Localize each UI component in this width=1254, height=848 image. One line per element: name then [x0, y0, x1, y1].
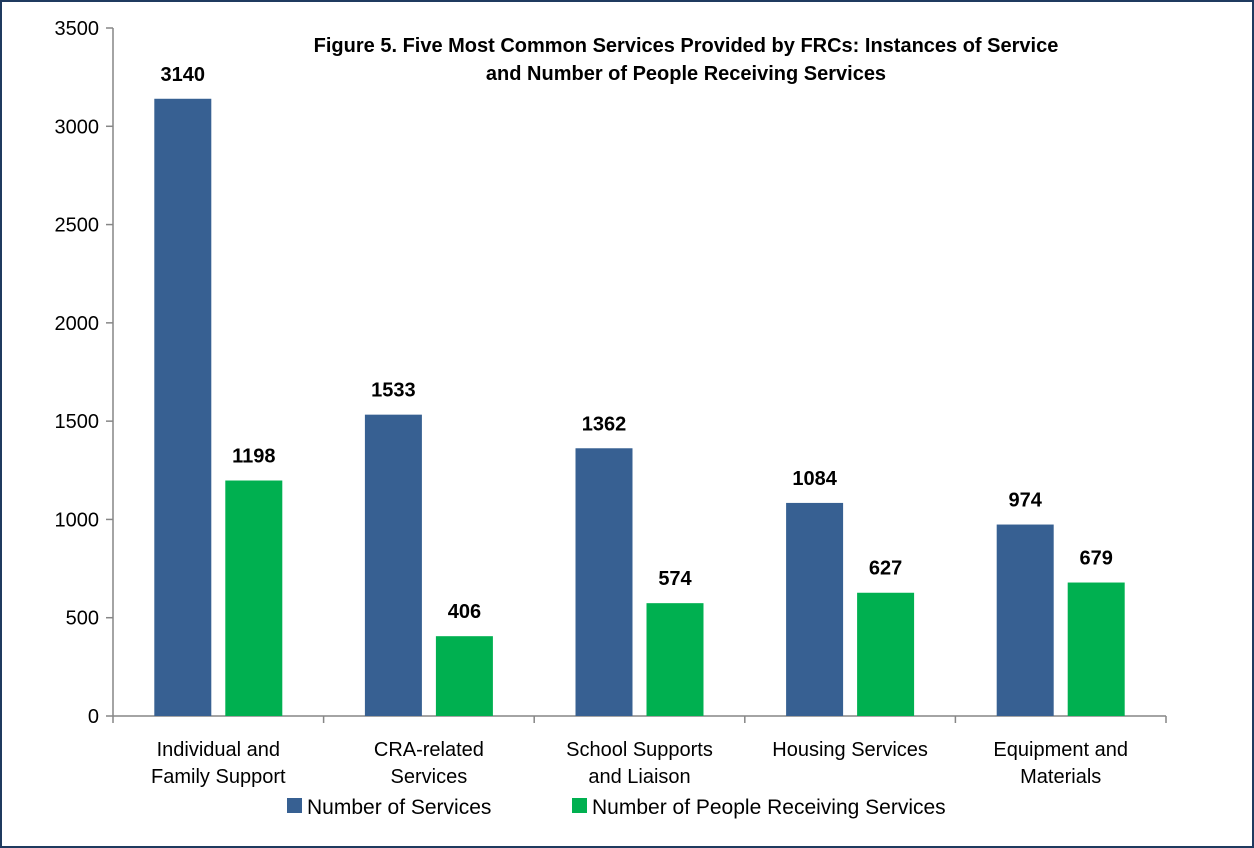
bar-services	[786, 502, 844, 716]
x-category-label: and Liaison	[588, 766, 690, 788]
legend-label: Number of People Receiving Services	[592, 796, 946, 819]
bar-services	[364, 414, 422, 716]
legend-swatch	[287, 798, 302, 813]
y-tick-label: 2500	[55, 215, 100, 237]
bar-services	[996, 524, 1054, 716]
data-label: 1533	[371, 380, 416, 402]
bar-people	[857, 592, 915, 716]
data-label: 1084	[792, 468, 837, 490]
data-label: 1362	[582, 413, 627, 435]
chart-title: Figure 5. Five Most Common Services Prov…	[314, 35, 1059, 57]
x-category-label: Family Support	[151, 766, 286, 788]
data-label: 3140	[161, 64, 206, 86]
x-category-label: Equipment and	[993, 739, 1128, 761]
y-tick-label: 0	[88, 706, 99, 728]
bar-people	[1067, 582, 1125, 716]
legend-swatch	[572, 798, 587, 813]
data-label: 406	[448, 601, 481, 623]
bar-services	[154, 98, 212, 716]
y-tick-label: 1500	[55, 411, 100, 433]
y-tick-label: 500	[66, 608, 99, 630]
bar-services	[575, 448, 633, 716]
x-category-label: Housing Services	[772, 739, 928, 761]
data-label: 1198	[232, 446, 275, 468]
data-label: 679	[1080, 548, 1113, 570]
y-tick-label: 2000	[55, 313, 100, 335]
x-category-label: Materials	[1020, 766, 1101, 788]
data-label: 574	[658, 568, 692, 590]
data-label: 627	[869, 558, 902, 580]
y-tick-label: 3500	[55, 18, 100, 40]
x-category-label: School Supports	[566, 739, 713, 761]
data-label: 974	[1009, 490, 1043, 512]
x-category-label: CRA-related	[374, 739, 484, 761]
y-tick-label: 3000	[55, 116, 100, 138]
legend-label: Number of Services	[307, 796, 491, 819]
x-category-label: Services	[391, 766, 468, 788]
bar-people	[646, 603, 704, 716]
y-tick-label: 1000	[55, 509, 100, 531]
bar-people	[435, 636, 493, 716]
x-category-label: Individual and	[157, 739, 280, 761]
chart-title: and Number of People Receiving Services	[486, 63, 886, 85]
bar-people	[225, 480, 283, 716]
